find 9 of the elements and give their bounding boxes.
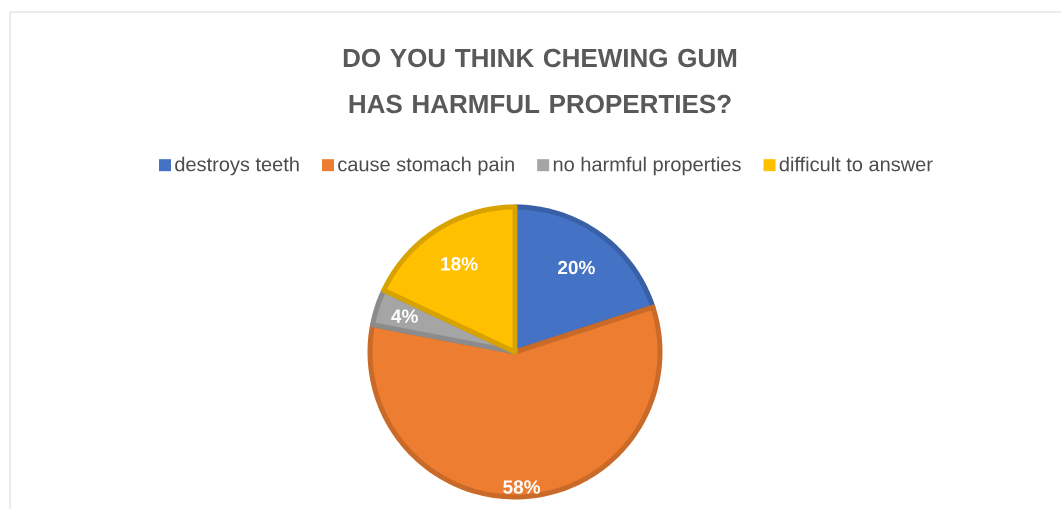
legend-label: cause stomach pain [338,156,514,176]
data-label: 4% [391,309,418,323]
legend-label: destroys teeth [175,156,299,176]
data-label: 20% [558,260,595,275]
legend-label: no harmful properties [553,156,741,176]
data-label: 58% [503,480,541,494]
chart-title: DO YOU THINK CHEWING GUM HAS HARMFUL PROPERTIES? [343,48,737,114]
data-label: 18% [441,257,478,271]
legend-label: difficult to answer [779,156,933,172]
